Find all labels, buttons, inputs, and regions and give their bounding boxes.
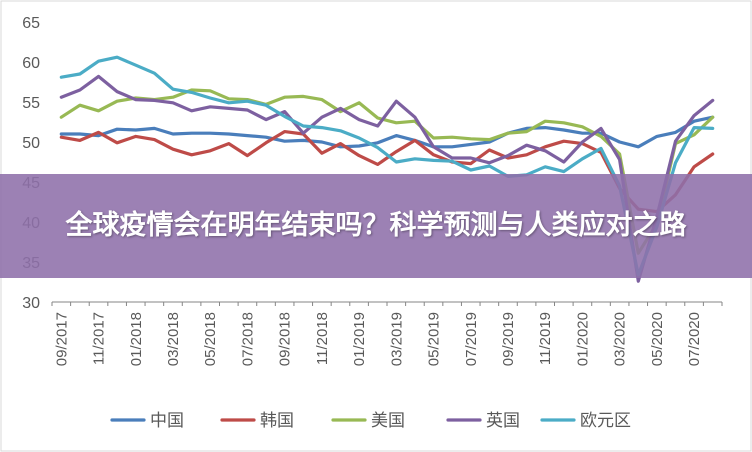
x-tick-label: 11/2019: [537, 312, 554, 365]
x-tick-label: 07/2018: [239, 312, 256, 366]
series-line-韩国: [59, 130, 715, 214]
x-tick-label: 07/2020: [686, 312, 703, 366]
x-tick-label: 09/2019: [500, 312, 517, 366]
y-tick-label: 55: [22, 95, 40, 112]
x-tick-label: 11/2018: [314, 312, 331, 365]
x-tick-label: 05/2019: [426, 312, 443, 366]
series-line-欧元区: [59, 55, 715, 277]
y-tick-label: 50: [22, 135, 40, 152]
y-tick-label: 60: [22, 55, 40, 72]
x-tick-label: 05/2020: [649, 312, 666, 366]
x-tick-label: 11/2017: [91, 312, 108, 365]
x-tick-label: 03/2018: [165, 312, 182, 366]
y-tick-label: 30: [22, 295, 40, 312]
x-tick-label: 01/2018: [128, 312, 145, 366]
y-tick-label: 65: [22, 15, 40, 32]
banner-title: 全球疫情会在明年结束吗？科学预测与人类应对之路: [65, 210, 687, 241]
x-tick-label: 05/2018: [202, 312, 219, 366]
legend-label: 英国: [486, 411, 520, 431]
x-tick-label: 09/2018: [277, 312, 294, 366]
legend-label: 欧元区: [580, 411, 631, 431]
title-banner: 全球疫情会在明年结束吗？科学预测与人类应对之路: [0, 174, 752, 278]
legend-label: 中国: [150, 411, 184, 431]
series-line-美国: [59, 88, 715, 255]
x-tick-label: 07/2019: [463, 312, 480, 366]
x-tick-label: 03/2020: [612, 312, 629, 366]
series-line-英国: [59, 74, 715, 283]
x-tick-label: 03/2019: [388, 312, 405, 366]
x-tick-label: 01/2019: [351, 312, 368, 366]
legend-label: 美国: [371, 411, 405, 431]
legend-label: 韩国: [260, 411, 294, 431]
x-tick-label: 01/2020: [574, 312, 591, 366]
x-tick-label: 09/2017: [53, 312, 70, 366]
